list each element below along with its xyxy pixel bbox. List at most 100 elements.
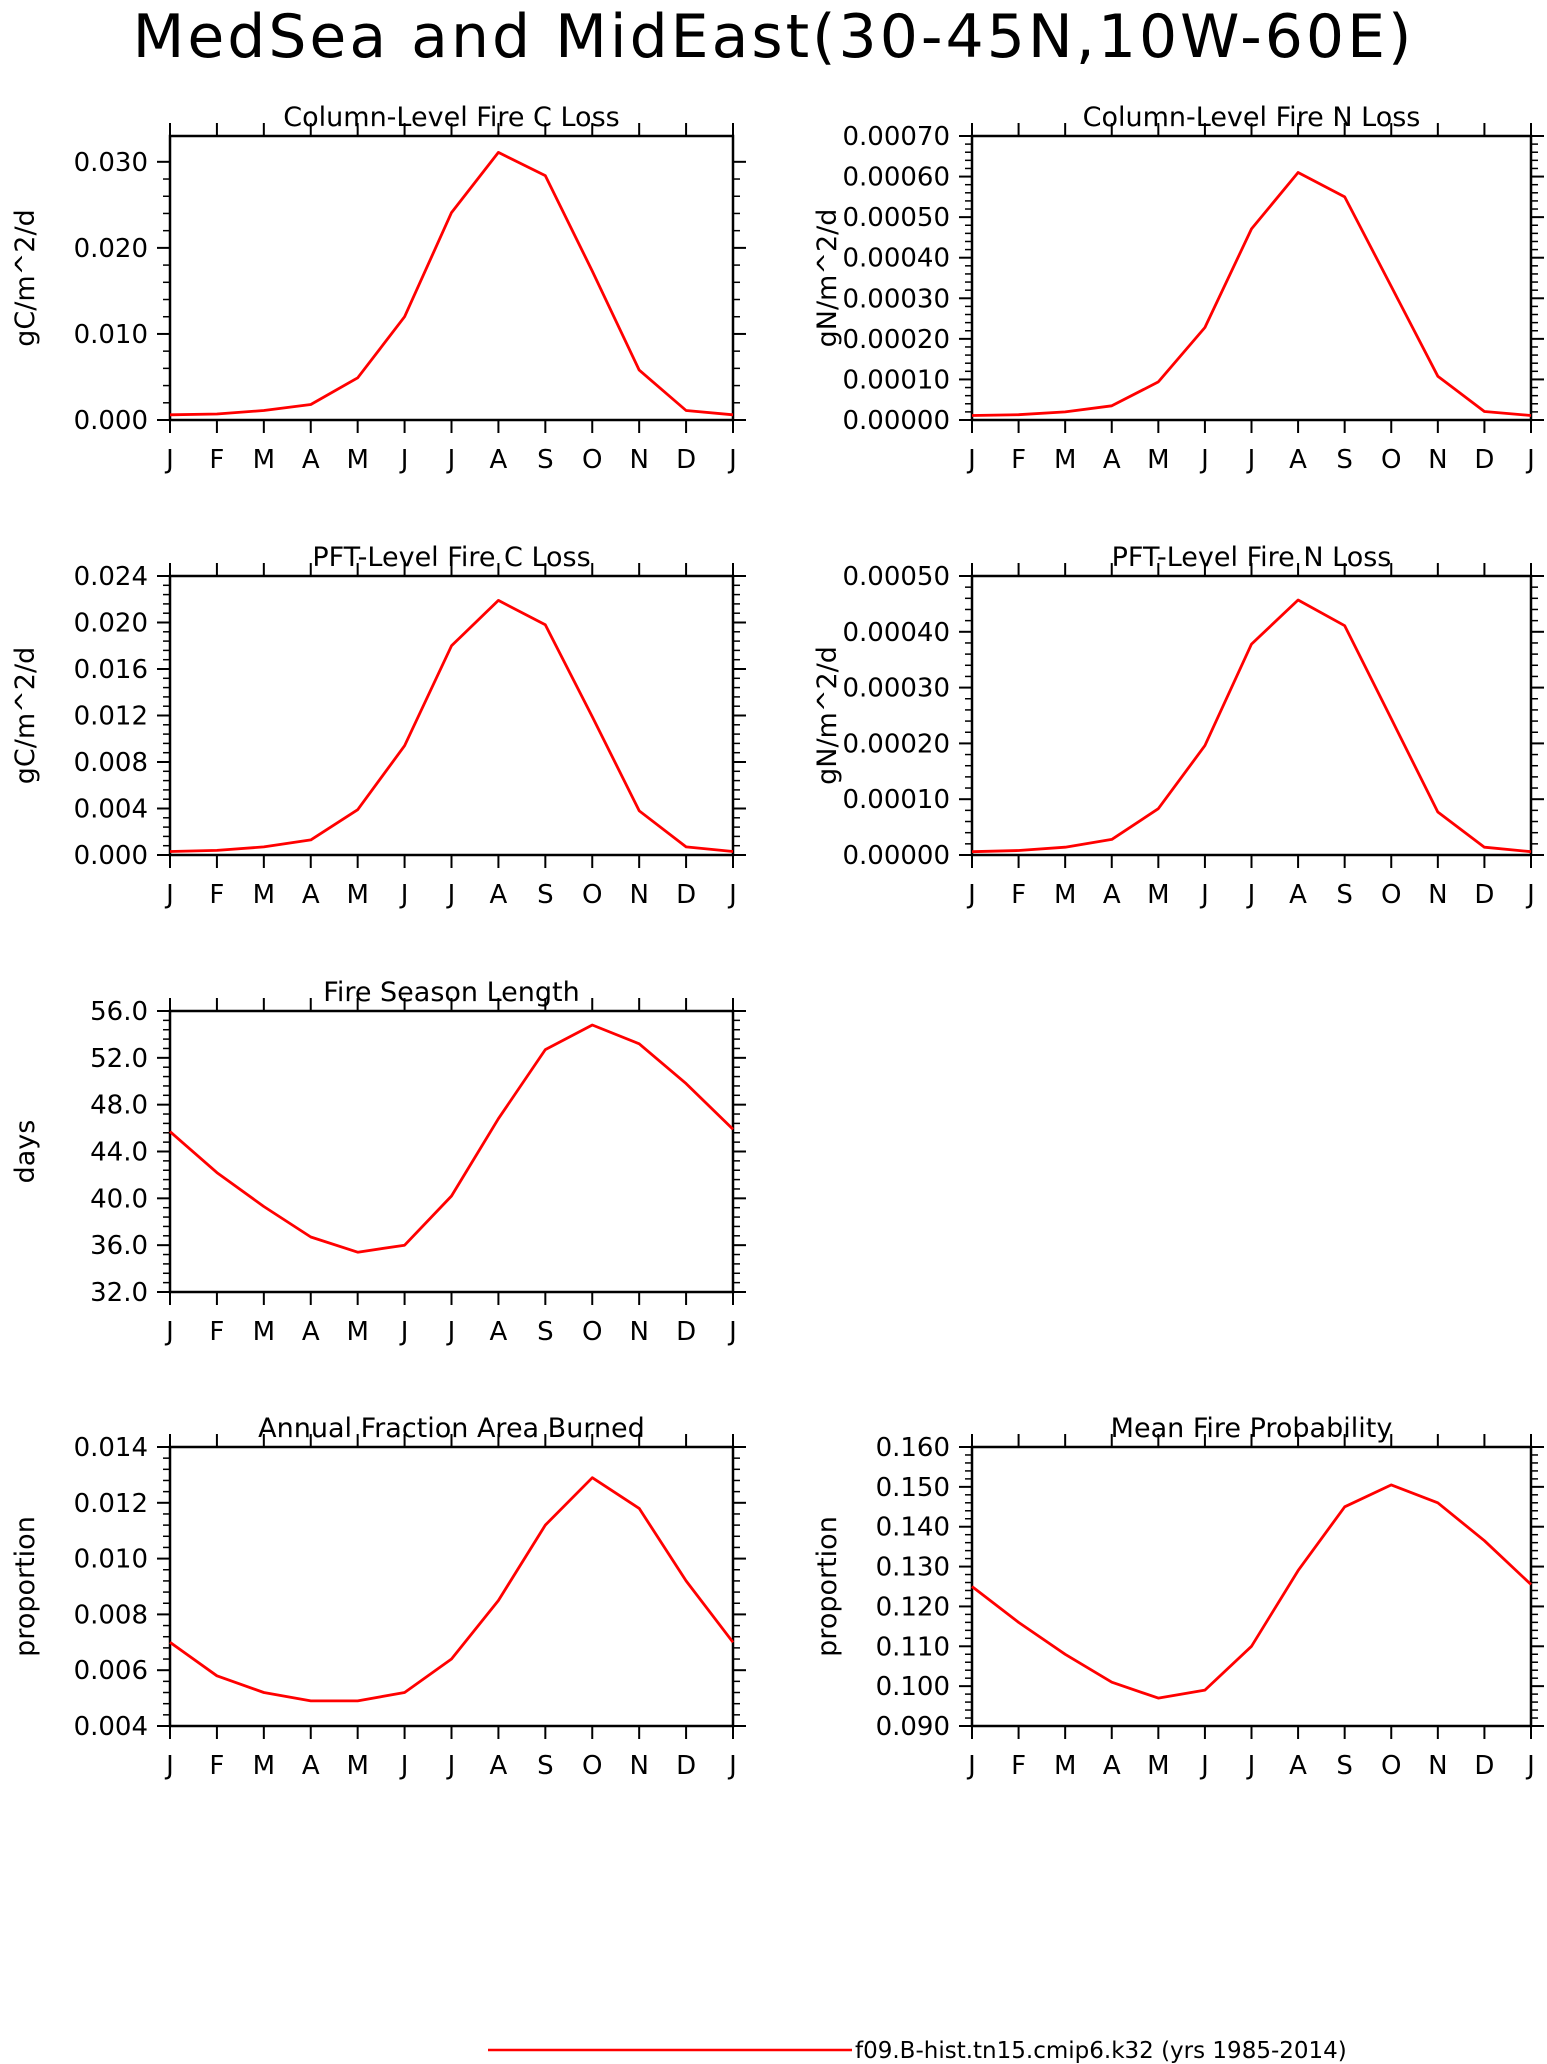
y-tick-label: 0.00020	[842, 325, 950, 355]
x-tick-label: M	[1054, 1751, 1076, 1781]
x-tick-label: F	[1011, 1751, 1026, 1781]
y-tick-label: 0.00040	[842, 618, 950, 648]
x-tick-label: O	[1381, 880, 1401, 910]
x-tick-label: A	[302, 1751, 320, 1781]
x-tick-label: M	[253, 1751, 275, 1781]
y-tick-label: 44.0	[90, 1138, 148, 1168]
x-tick-label: J	[1246, 1751, 1256, 1781]
y-tick-label: 0.000	[74, 406, 148, 436]
x-tick-label: M	[1147, 880, 1169, 910]
x-tick-label: A	[1103, 445, 1121, 475]
x-tick-label: D	[1474, 1751, 1494, 1781]
y-tick-label: 0.000	[74, 841, 148, 871]
y-axis-label: gN/m^2/d	[812, 209, 843, 348]
x-tick-label: F	[1011, 880, 1026, 910]
y-tick-label: 0.010	[74, 320, 148, 350]
x-tick-label: J	[446, 880, 456, 910]
y-tick-label: 0.00030	[842, 674, 950, 704]
y-axis-label: gC/m^2/d	[10, 209, 41, 346]
x-tick-label: J	[399, 880, 409, 910]
x-tick-label: F	[1011, 445, 1026, 475]
x-tick-label: D	[676, 1751, 696, 1781]
x-tick-label: J	[399, 1317, 409, 1347]
x-tick-label: A	[490, 445, 508, 475]
y-tick-label: 0.008	[74, 1600, 148, 1630]
series-line	[971, 1483, 1532, 1700]
x-tick-label: J	[164, 880, 174, 910]
x-tick-label: J	[399, 1751, 409, 1781]
x-tick-label: N	[629, 445, 648, 475]
y-tick-label: 40.0	[90, 1184, 148, 1214]
x-tick-label: S	[537, 1317, 554, 1347]
x-tick-label: N	[629, 1751, 648, 1781]
x-tick-label: A	[302, 880, 320, 910]
y-tick-label: 0.00010	[842, 365, 950, 395]
x-tick-label: J	[966, 1751, 976, 1781]
chart-title: PFT-Level Fire C Loss	[312, 542, 590, 573]
x-tick-label: A	[302, 1317, 320, 1347]
x-tick-label: M	[253, 880, 275, 910]
x-tick-label: O	[1381, 445, 1401, 475]
x-tick-label: D	[1474, 445, 1494, 475]
y-tick-label: 0.100	[876, 1672, 950, 1702]
chart-burned: J F M A M J J A S O N D J0.0040.0060.0080.0100.0120.…	[10, 1413, 746, 1781]
x-tick-label: M	[346, 1317, 368, 1347]
x-tick-label: D	[676, 880, 696, 910]
legend-label: f09.B-hist.tn15.cmip6.k32 (yrs 1985-2014…	[855, 2038, 1347, 2064]
x-tick-label: A	[490, 880, 508, 910]
y-tick-label: 0.00060	[842, 163, 950, 193]
chart-title: PFT-Level Fire N Loss	[1112, 542, 1392, 573]
x-tick-label: M	[253, 445, 275, 475]
y-axis-label: days	[10, 1120, 41, 1184]
y-tick-label: 36.0	[90, 1231, 148, 1261]
y-tick-label: 0.024	[74, 562, 148, 592]
x-tick-label: J	[1246, 880, 1256, 910]
plot-frame	[168, 1445, 735, 1728]
chart-title: Fire Season Length	[323, 977, 579, 1008]
x-tick-label: J	[966, 880, 976, 910]
x-tick-label: M	[1054, 880, 1076, 910]
y-tick-label: 32.0	[90, 1278, 148, 1308]
x-tick-label: J	[1199, 880, 1209, 910]
x-tick-label: N	[1428, 1751, 1447, 1781]
y-tick-label: 0.012	[74, 1489, 148, 1519]
x-tick-label: J	[1525, 445, 1535, 475]
x-tick-label: A	[302, 445, 320, 475]
x-tick-label: J	[446, 1751, 456, 1781]
y-tick-label: 0.110	[876, 1632, 950, 1662]
x-tick-label: A	[490, 1751, 508, 1781]
chart-pft-n: J F M A M J J A S O N D J0.000000.000100.000200.0003…	[812, 542, 1544, 910]
x-tick-label: S	[537, 445, 554, 475]
chart-title: Column-Level Fire C Loss	[283, 102, 619, 133]
y-tick-label: 0.130	[876, 1553, 950, 1583]
chart-col-n: J F M A M J J A S O N D J0.000000.000100.000200.0003…	[812, 102, 1544, 475]
x-tick-label: A	[1289, 880, 1307, 910]
chart-title: Annual Fraction Area Burned	[258, 1413, 645, 1444]
x-tick-label: O	[1381, 1751, 1401, 1781]
y-axis-label: proportion	[10, 1516, 41, 1657]
x-tick-label: J	[164, 445, 174, 475]
y-tick-label: 0.120	[876, 1592, 950, 1622]
x-tick-label: A	[490, 1317, 508, 1347]
series-line	[169, 1023, 734, 1254]
x-tick-label: J	[1525, 880, 1535, 910]
x-tick-label: M	[1147, 445, 1169, 475]
y-tick-label: 0.020	[74, 234, 148, 264]
x-tick-label: O	[582, 880, 602, 910]
x-tick-label: A	[1289, 1751, 1307, 1781]
x-tick-label: F	[209, 445, 224, 475]
chart-col-c: J F M A M J J A S O N D J0.0000.0100.0200.030gC/m^2/…	[10, 102, 746, 475]
x-tick-label: N	[1428, 880, 1447, 910]
y-tick-label: 48.0	[90, 1091, 148, 1121]
y-tick-label: 0.140	[876, 1513, 950, 1543]
series-line	[971, 171, 1532, 417]
series-line	[169, 150, 734, 417]
y-tick-label: 0.00050	[842, 203, 950, 233]
x-tick-label: J	[966, 445, 976, 475]
x-tick-label: J	[446, 1317, 456, 1347]
x-tick-label: S	[1336, 880, 1353, 910]
x-tick-label: F	[209, 880, 224, 910]
plot-frame	[168, 574, 735, 857]
y-tick-label: 0.160	[876, 1433, 950, 1463]
x-tick-label: S	[537, 1751, 554, 1781]
